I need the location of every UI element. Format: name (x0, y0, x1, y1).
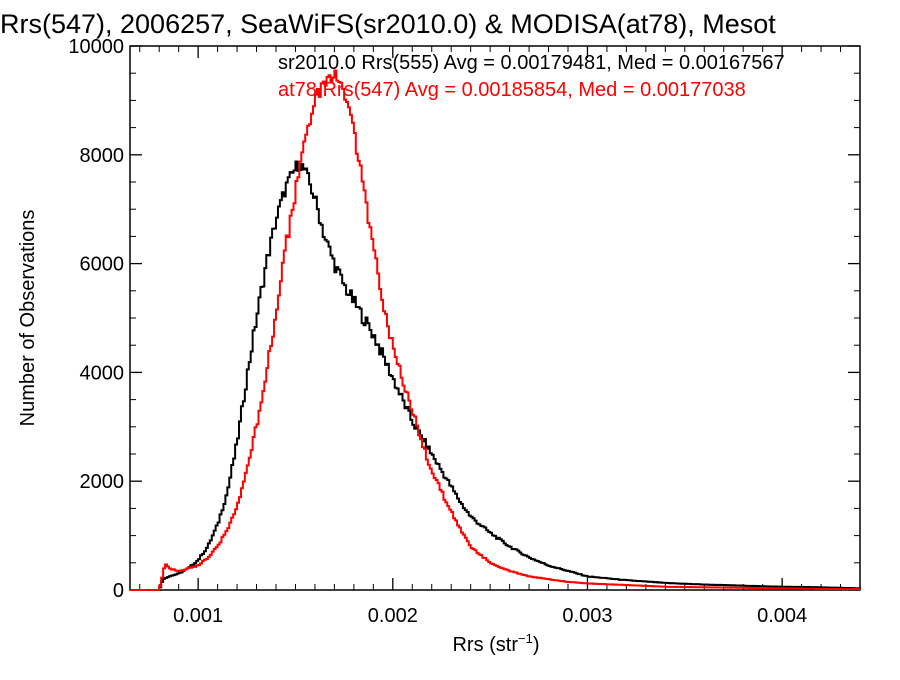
x-axis-label-main: Rrs (str (452, 634, 518, 656)
y-tick-label: 10000 (68, 36, 124, 58)
y-tick-label: 4000 (80, 362, 125, 384)
legend-entry-at78: at78 Rrs(547) Avg = 0.00185854, Med = 0.… (278, 79, 746, 101)
y-tick-label: 6000 (80, 254, 125, 276)
series-line-0 (130, 160, 861, 591)
y-axis-label: Number of Observations (17, 210, 39, 427)
y-tick-label: 2000 (80, 471, 125, 493)
x-tick-label: 0.002 (368, 605, 418, 627)
x-tick-label: 0.003 (562, 605, 612, 627)
y-tick-label: 8000 (80, 145, 125, 167)
x-axis-label-superscript: −1 (518, 631, 533, 646)
chart-title: Rrs(547), 2006257, SeaWiFS(sr2010.0) & M… (0, 9, 776, 39)
x-axis-ticks: 0.001 0.002 0.003 0.004 (139, 46, 861, 627)
x-axis-label-end: ) (533, 634, 540, 656)
plot-frame (129, 45, 861, 591)
plot-border (129, 45, 861, 591)
series-layer (130, 69, 861, 591)
y-axis-ticks: 0 2000 4000 6000 8000 10000 (68, 36, 860, 602)
x-tick-label: 0.004 (757, 605, 807, 627)
legend-entry-sr2010: sr2010.0 Rrs(555) Avg = 0.00179481, Med … (278, 52, 785, 74)
y-tick-label: 0 (113, 580, 124, 602)
x-axis-label: Rrs (str−1) (452, 631, 539, 656)
series-line-1 (130, 69, 861, 591)
x-tick-label: 0.001 (173, 605, 223, 627)
